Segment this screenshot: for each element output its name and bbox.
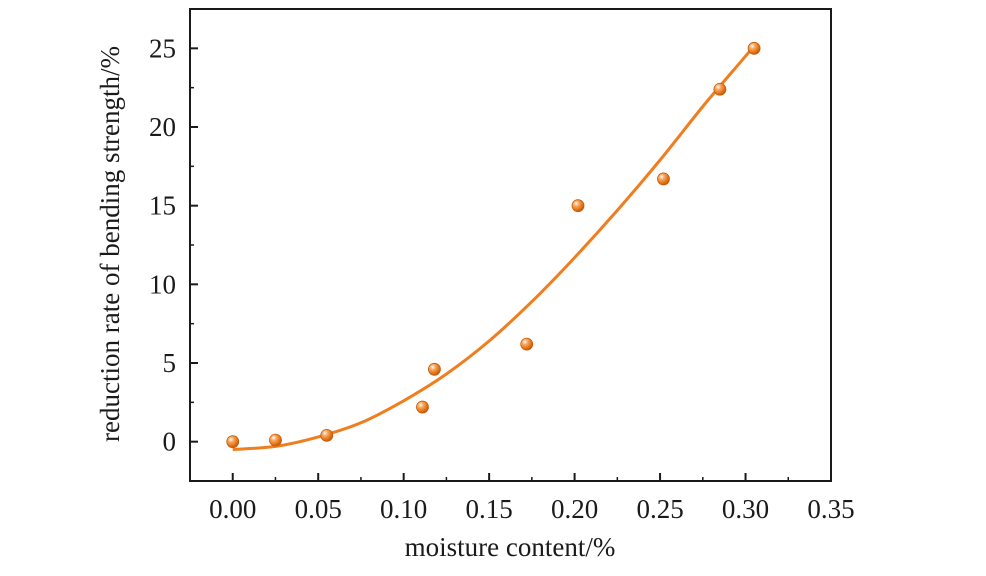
fit-curve: [232, 42, 757, 451]
x-tick-label: 0.35: [807, 494, 854, 524]
plot-frame: [189, 8, 832, 482]
y-axis-ticks: 0 5 10 15 20 25: [149, 33, 198, 457]
data-point: [657, 172, 670, 186]
data-point: [713, 82, 727, 96]
x-tick-label: 0.20: [551, 494, 598, 524]
y-axis-title: reduction rate of bending strength/%: [95, 46, 125, 442]
data-point: [571, 199, 585, 213]
x-axis-title: moisture content/%: [405, 532, 616, 562]
x-tick-label: 0.25: [636, 494, 683, 524]
data-point: [428, 362, 441, 376]
data-point: [320, 428, 334, 442]
fit-curve-layer: [232, 42, 757, 451]
y-tick-label: 20: [149, 112, 176, 142]
y-tick-label: 0: [163, 427, 177, 457]
x-tick-label: 0.10: [380, 494, 427, 524]
x-axis-ticks: 0.00 0.05 0.10 0.15 0.20 0.25 0.30 0.35: [209, 473, 855, 524]
x-tick-label: 0.15: [466, 494, 513, 524]
data-point: [269, 433, 282, 447]
scatter-points-layer: [226, 41, 761, 449]
y-tick-label: 25: [149, 33, 176, 63]
data-point: [226, 435, 240, 449]
data-point: [747, 41, 761, 55]
x-tick-label: 0.00: [209, 494, 256, 524]
x-tick-label: 0.30: [722, 494, 769, 524]
data-point: [520, 337, 534, 351]
y-tick-label: 15: [149, 191, 176, 221]
x-tick-label: 0.05: [295, 494, 342, 524]
y-tick-label: 10: [149, 269, 176, 299]
data-point: [416, 400, 429, 414]
y-tick-label: 5: [163, 348, 177, 378]
